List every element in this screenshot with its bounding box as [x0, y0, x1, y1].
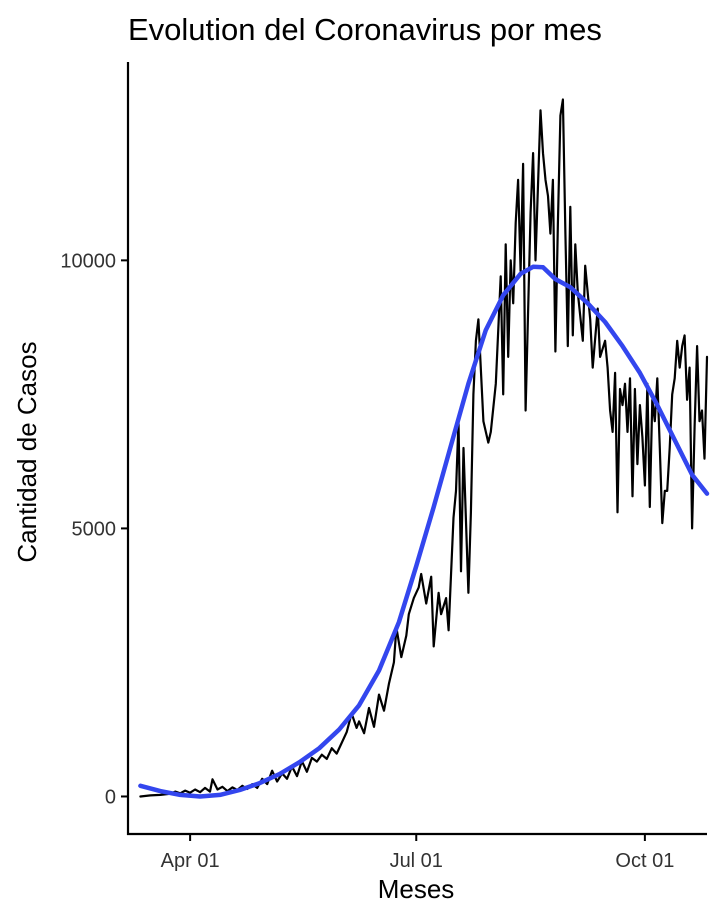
daily-cases-line — [139, 98, 709, 798]
chart-title: Evolution del Coronavirus por mes — [128, 12, 602, 47]
x-tick-label: Jul 01 — [390, 850, 443, 872]
y-tick-label: 10000 — [60, 250, 116, 272]
y-tick-label: 5000 — [72, 518, 117, 540]
x-tick-label: Oct 01 — [615, 850, 674, 872]
y-axis-ticks: 0 5000 10000 — [60, 250, 128, 808]
x-axis-ticks: Apr 01 Jul 01 Oct 01 — [161, 834, 674, 872]
plot-area — [138, 98, 710, 799]
y-tick-label: 0 — [105, 786, 116, 808]
smooth-trend-line — [138, 264, 710, 799]
y-axis-title: Cantidad de Casos — [12, 341, 42, 562]
x-tick-label: Apr 01 — [161, 850, 220, 872]
x-axis-title: Meses — [378, 874, 455, 904]
